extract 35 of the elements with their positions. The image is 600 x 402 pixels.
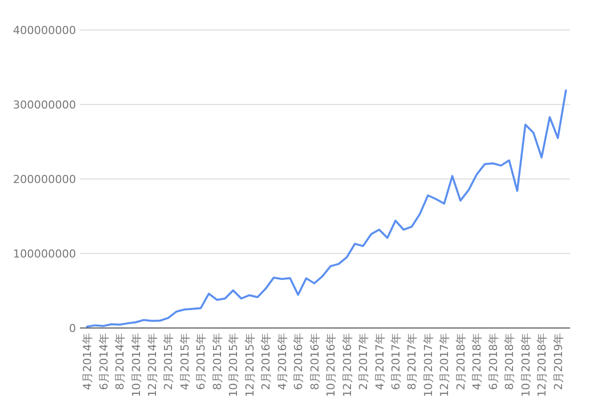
x-tick-label: 10月2014年 — [130, 333, 143, 397]
x-tick-label: 4月2014年 — [81, 333, 94, 390]
x-tick-label: 12月2014年 — [146, 333, 159, 397]
y-tick-label: 100000000 — [13, 248, 76, 260]
y-tick-label: 0 — [69, 322, 76, 335]
x-tick-label: 8月2016年 — [308, 333, 322, 390]
x-tick-label: 2月2019年 — [552, 333, 565, 390]
x-tick-label: 6月2015年 — [194, 333, 208, 390]
x-tick-label: 2月2017年 — [357, 333, 370, 390]
x-tick-label: 4月2017年 — [373, 333, 386, 390]
x-tick-label: 8月2017年 — [406, 333, 419, 390]
x-tick-label: 2月2016年 — [260, 333, 273, 390]
x-tick-label: 12月2017年 — [438, 333, 452, 397]
x-tick-label: 12月2018年 — [536, 333, 549, 397]
y-tick-label: 300000000 — [13, 98, 76, 112]
x-tick-label: 10月2016年 — [324, 333, 338, 397]
x-tick-label: 10月2018年 — [519, 333, 532, 397]
x-tick-label: 4月2015年 — [178, 333, 192, 390]
x-tick-label: 10月2015年 — [227, 333, 240, 397]
x-tick-label: 2月2018年 — [454, 333, 468, 390]
x-tick-label: 6月2014年 — [97, 333, 110, 390]
x-tick-label: 4月2018年 — [470, 333, 484, 390]
y-tick-label: 400000000 — [13, 24, 76, 37]
x-tick-label: 8月2018年 — [503, 333, 516, 390]
x-tick-label: 8月2014年 — [114, 333, 127, 390]
x-tick-label: 4月2016年 — [276, 333, 289, 390]
x-tick-label: 6月2018年 — [486, 333, 500, 390]
x-tick-label: 6月2017年 — [389, 333, 402, 390]
x-tick-label: 6月2016年 — [292, 333, 306, 390]
x-tick-label: 12月2016年 — [340, 333, 354, 397]
y-tick-label: 200000000 — [13, 173, 76, 186]
x-tick-label: 2月2015年 — [162, 333, 176, 390]
x-tick-label: 12月2015年 — [243, 333, 256, 397]
x-tick-label: 8月2015年 — [210, 333, 224, 390]
x-tick-label: 10月2017年 — [422, 333, 435, 397]
